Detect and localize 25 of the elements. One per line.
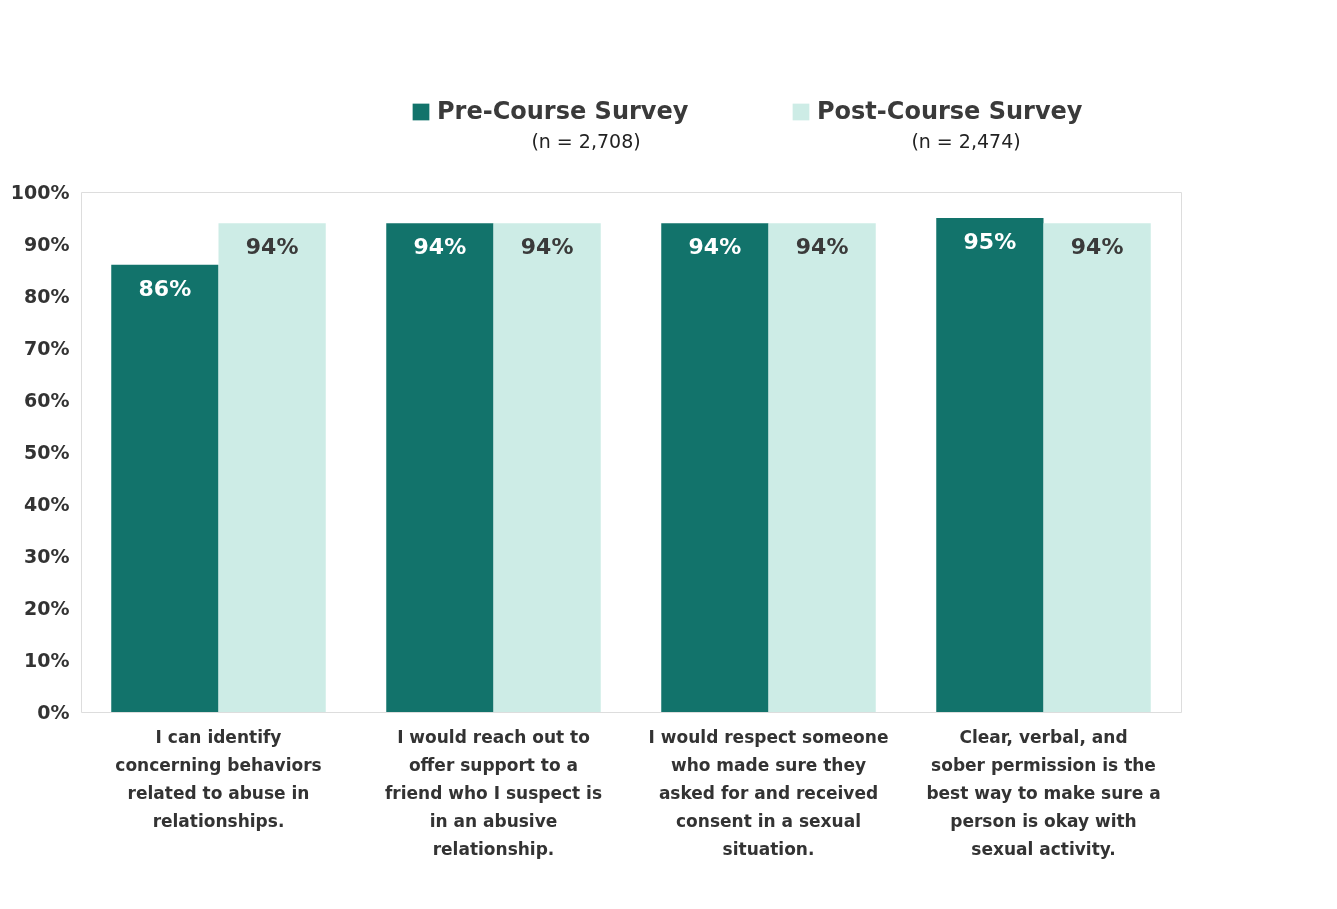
x-tick-label: I would reach out to offer support to a friend who I suspect is in an abusive relationship.	[384, 727, 603, 859]
y-tick-label: 60%	[24, 388, 70, 411]
y-tick-label: 80%	[24, 284, 70, 307]
x-tick-label: I would respect someone who made sure they asked for and received consent in a sexual situation.	[648, 727, 889, 859]
y-tick-label: 0%	[37, 700, 70, 723]
data-label: 94%	[1070, 234, 1124, 260]
y-tick-label: 40%	[24, 492, 70, 515]
data-label: 86%	[138, 275, 192, 301]
data-label: 95%	[963, 229, 1017, 254]
y-tick-label: 90%	[24, 232, 70, 255]
legend-label: Pre-Course Survey (n = 2,708)	[437, 97, 689, 152]
y-tick-label: 20%	[24, 596, 70, 619]
y-tick-label: 100%	[10, 180, 70, 203]
y-tick-label: 30%	[24, 544, 70, 567]
data-label: 94%	[520, 234, 574, 260]
x-tick-label: Clear, verbal, and sober permission is the best way to make sure a person is okay with sexual activity.	[926, 727, 1161, 859]
y-tick-label: 50%	[24, 440, 70, 463]
y-tick-label: 10%	[24, 648, 70, 671]
data-label: 94%	[795, 234, 849, 260]
x-tick-label: I can identify concerning behaviors related to abuse in relationships.	[115, 727, 322, 831]
y-tick-label: 70%	[24, 336, 70, 359]
legend-label: Post-Course Survey (n = 2,474)	[817, 97, 1083, 152]
data-label: 94%	[688, 234, 742, 260]
data-label: 94%	[413, 234, 467, 260]
data-label: 94%	[245, 234, 299, 260]
